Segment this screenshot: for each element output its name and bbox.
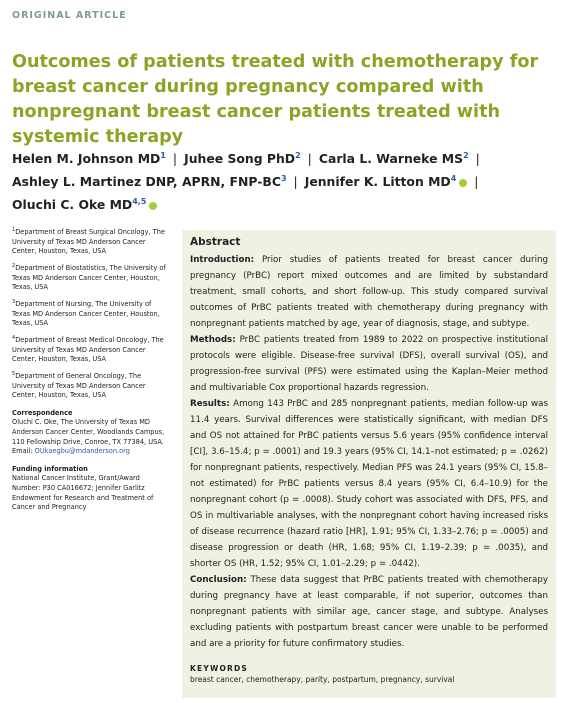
author-name: Carla L. Warneke MS [318,151,464,167]
abstract-section: Methods: PrBC patients treated from 1989… [190,332,548,396]
affiliation-number: 3 [12,298,16,305]
affiliation: 1Department of Breast Surgical Oncology,… [12,226,170,257]
affiliation-text: Department of Biostatistics, The Univers… [12,264,166,292]
separator: | [475,151,480,167]
affiliation-text: Department of General Oncology, The Univ… [12,372,146,400]
author: Helen M. Johnson MD1 [12,151,166,166]
author-name: Helen M. Johnson MD [12,151,161,167]
affiliation-text: Department of Breast Medical Oncology, T… [12,336,164,364]
email-link[interactable]: OUkaegbu@mdanderson.org [34,447,130,456]
abstract-section: Introduction: Prior studies of patients … [190,252,548,332]
affiliation: 4Department of Breast Medical Oncology, … [12,334,170,365]
section-label: Introduction: [190,255,255,265]
author: Carla L. Warneke MS2 [319,151,469,166]
funding-heading: Funding information [12,464,88,473]
author-affiliation: 1 [160,151,166,160]
author-name: Jennifer K. Litton MD [304,174,451,190]
affiliation: 2Department of Biostatistics, The Univer… [12,262,170,293]
email-line: Email: OUkaegbu@mdanderson.org [12,447,170,457]
orcid-icon [149,201,158,210]
author-name: Juhee Song PhD [184,151,296,167]
email-label: Email: [12,447,33,456]
affiliation: 3Department of Nursing, The University o… [12,298,170,329]
section-text: These data suggest that PrBC patients tr… [190,575,548,649]
separator: | [172,151,178,167]
correspondence-text: Oluchi C. Oke, The University of Texas M… [12,418,165,446]
keywords: breast cancer, chemotherapy, parity, pos… [190,675,455,684]
author-affiliation: 2 [463,151,469,160]
affiliation-number: 2 [12,262,16,269]
author: Jennifer K. Litton MD4 [305,174,468,189]
separator: | [307,151,312,167]
keywords-heading: KEYWORDS [190,664,249,673]
author-affiliation: 4 [450,174,457,184]
authors: Helen M. Johnson MD1 | Juhee Song PhD2 | Car… [12,146,557,215]
abstract-heading: Abstract [190,236,241,248]
separator: | [474,174,479,190]
section-label: Results: [190,399,230,409]
affiliation-text: Department of Breast Surgical Oncology, … [12,228,165,256]
section-text: Among 143 PrBC and 285 nonpregnant patie… [190,399,548,569]
author: Ashley L. Martinez DNP, APRN, FNP-BC3 [12,174,287,189]
side-column: 1Department of Breast Surgical Oncology,… [12,226,170,513]
author-name: Oluchi C. Oke MD [12,197,133,213]
author-affiliation: 2 [295,151,301,160]
affiliation-number: 4 [12,334,16,341]
abstract-section: Results: Among 143 PrBC and 285 nonpregn… [190,396,548,572]
author: Oluchi C. Oke MD4,5 [12,197,158,213]
section-text: Prior studies of patients treated for br… [190,255,549,329]
author-affiliation: 3 [280,174,287,184]
author-affiliation: 4,5 [132,197,147,207]
section-text: PrBC patients treated from 1989 to 2022 … [190,335,548,393]
affiliation-number: 5 [12,370,16,377]
correspondence-heading: Correspondence [12,408,73,417]
section-label: Methods: [190,335,236,345]
abstract-section: Conclusion: These data suggest that PrBC… [190,572,548,652]
funding-text: National Cancer Institute, Grant/Award N… [12,474,154,512]
affiliation: 5Department of General Oncology, The Uni… [12,370,170,401]
author: Juhee Song PhD2 [184,151,301,166]
affiliation-text: Department of Nursing, The University of… [12,300,160,328]
author-name: Ashley L. Martinez DNP, APRN, FNP-BC [12,174,281,190]
affiliation-number: 1 [12,227,16,233]
article-type: ORIGINAL ARTICLE [12,10,127,21]
title: Outcomes of patients treated with chemot… [12,52,539,147]
abstract-body: Introduction: Prior studies of patients … [190,252,548,652]
section-label: Conclusion: [190,575,247,585]
orcid-icon [459,178,468,187]
separator: | [293,174,298,190]
abstract-box: Abstract Introduction: Prior studies of … [182,230,556,698]
